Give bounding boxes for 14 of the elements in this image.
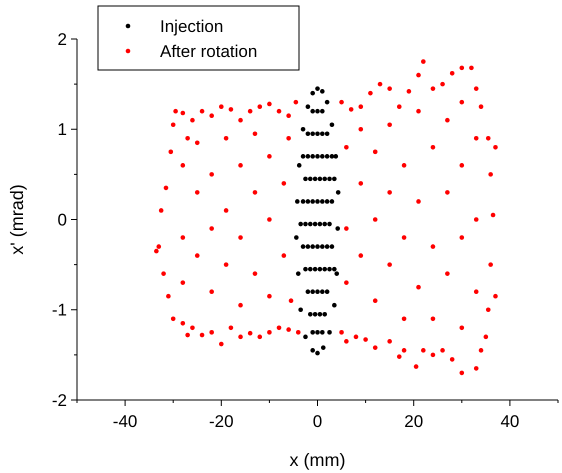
x-tick-label: 0 [312, 412, 322, 431]
y-tick-label: -2 [52, 390, 67, 410]
y-tick-label: 1 [58, 120, 67, 140]
x-tick-label: -20 [209, 412, 234, 431]
x-tick-label: 20 [404, 412, 424, 431]
x-tick-label: -40 [112, 412, 138, 431]
y-tick-label: 0 [58, 210, 67, 230]
legend-label: Injection [160, 16, 224, 36]
y-tick-label: 2 [58, 30, 67, 49]
x-axis-title: x (mm) [290, 450, 346, 470]
y-axis-title: x' (mrad) [7, 184, 27, 255]
x-tick-label: 40 [500, 412, 520, 431]
legend-label: After rotation [160, 42, 258, 61]
y-tick-label: -1 [52, 300, 67, 320]
